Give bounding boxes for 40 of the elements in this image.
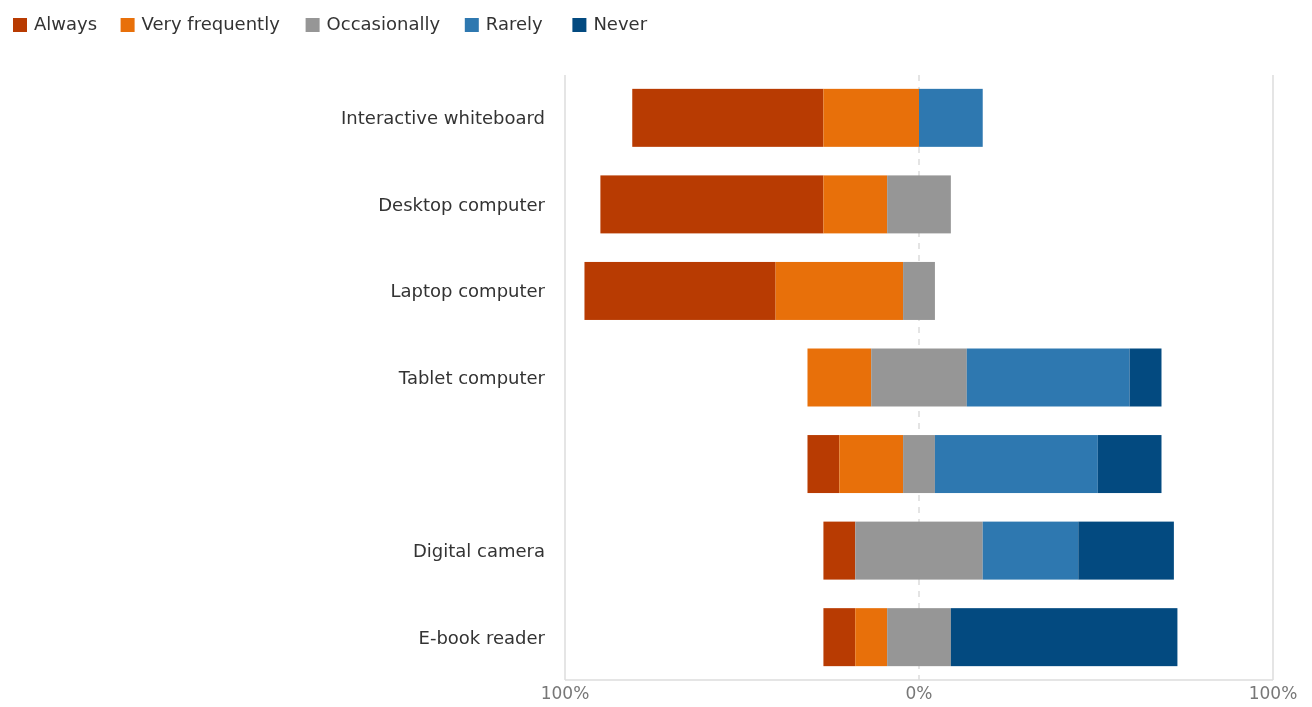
y-tick-label: Desktop computer <box>378 193 546 215</box>
bar <box>632 88 824 147</box>
bar <box>823 88 919 147</box>
bar <box>823 175 888 234</box>
bar <box>839 435 904 494</box>
bar <box>807 348 872 407</box>
bar <box>775 261 904 320</box>
bar <box>807 435 840 494</box>
legend-label: Rarely <box>485 13 544 34</box>
bar <box>919 88 983 147</box>
bar <box>584 261 776 320</box>
legend-label: Very frequently <box>141 13 281 34</box>
bar <box>903 435 935 494</box>
legend-label: Occasionally <box>326 13 441 34</box>
bar <box>934 435 1098 494</box>
bar <box>855 608 888 667</box>
bar <box>903 261 935 320</box>
x-tick-label: 0% <box>905 683 933 703</box>
bar <box>823 608 856 667</box>
bar <box>600 175 824 234</box>
bar <box>1078 521 1174 580</box>
bar <box>871 348 967 407</box>
bar <box>855 521 983 580</box>
x-tick-label: 100% <box>540 683 590 703</box>
y-tick-label: E-book reader <box>418 626 546 648</box>
x-tick-label: 100% <box>1248 683 1298 703</box>
y-tick-label: Tablet computer <box>397 367 546 388</box>
legend-label: Never <box>593 13 648 34</box>
bar <box>887 608 951 667</box>
bar <box>966 348 1130 407</box>
bar <box>823 521 856 580</box>
y-tick-label: Interactive whiteboard <box>341 107 545 129</box>
bar <box>950 608 1178 667</box>
bar <box>982 521 1079 580</box>
y-tick-label: Digital camera <box>412 540 545 562</box>
y-tick-label: Laptop computer <box>390 280 546 302</box>
legend-label: Always <box>34 13 98 34</box>
bar <box>887 175 951 234</box>
bar <box>1129 348 1162 407</box>
bar <box>1097 435 1162 494</box>
